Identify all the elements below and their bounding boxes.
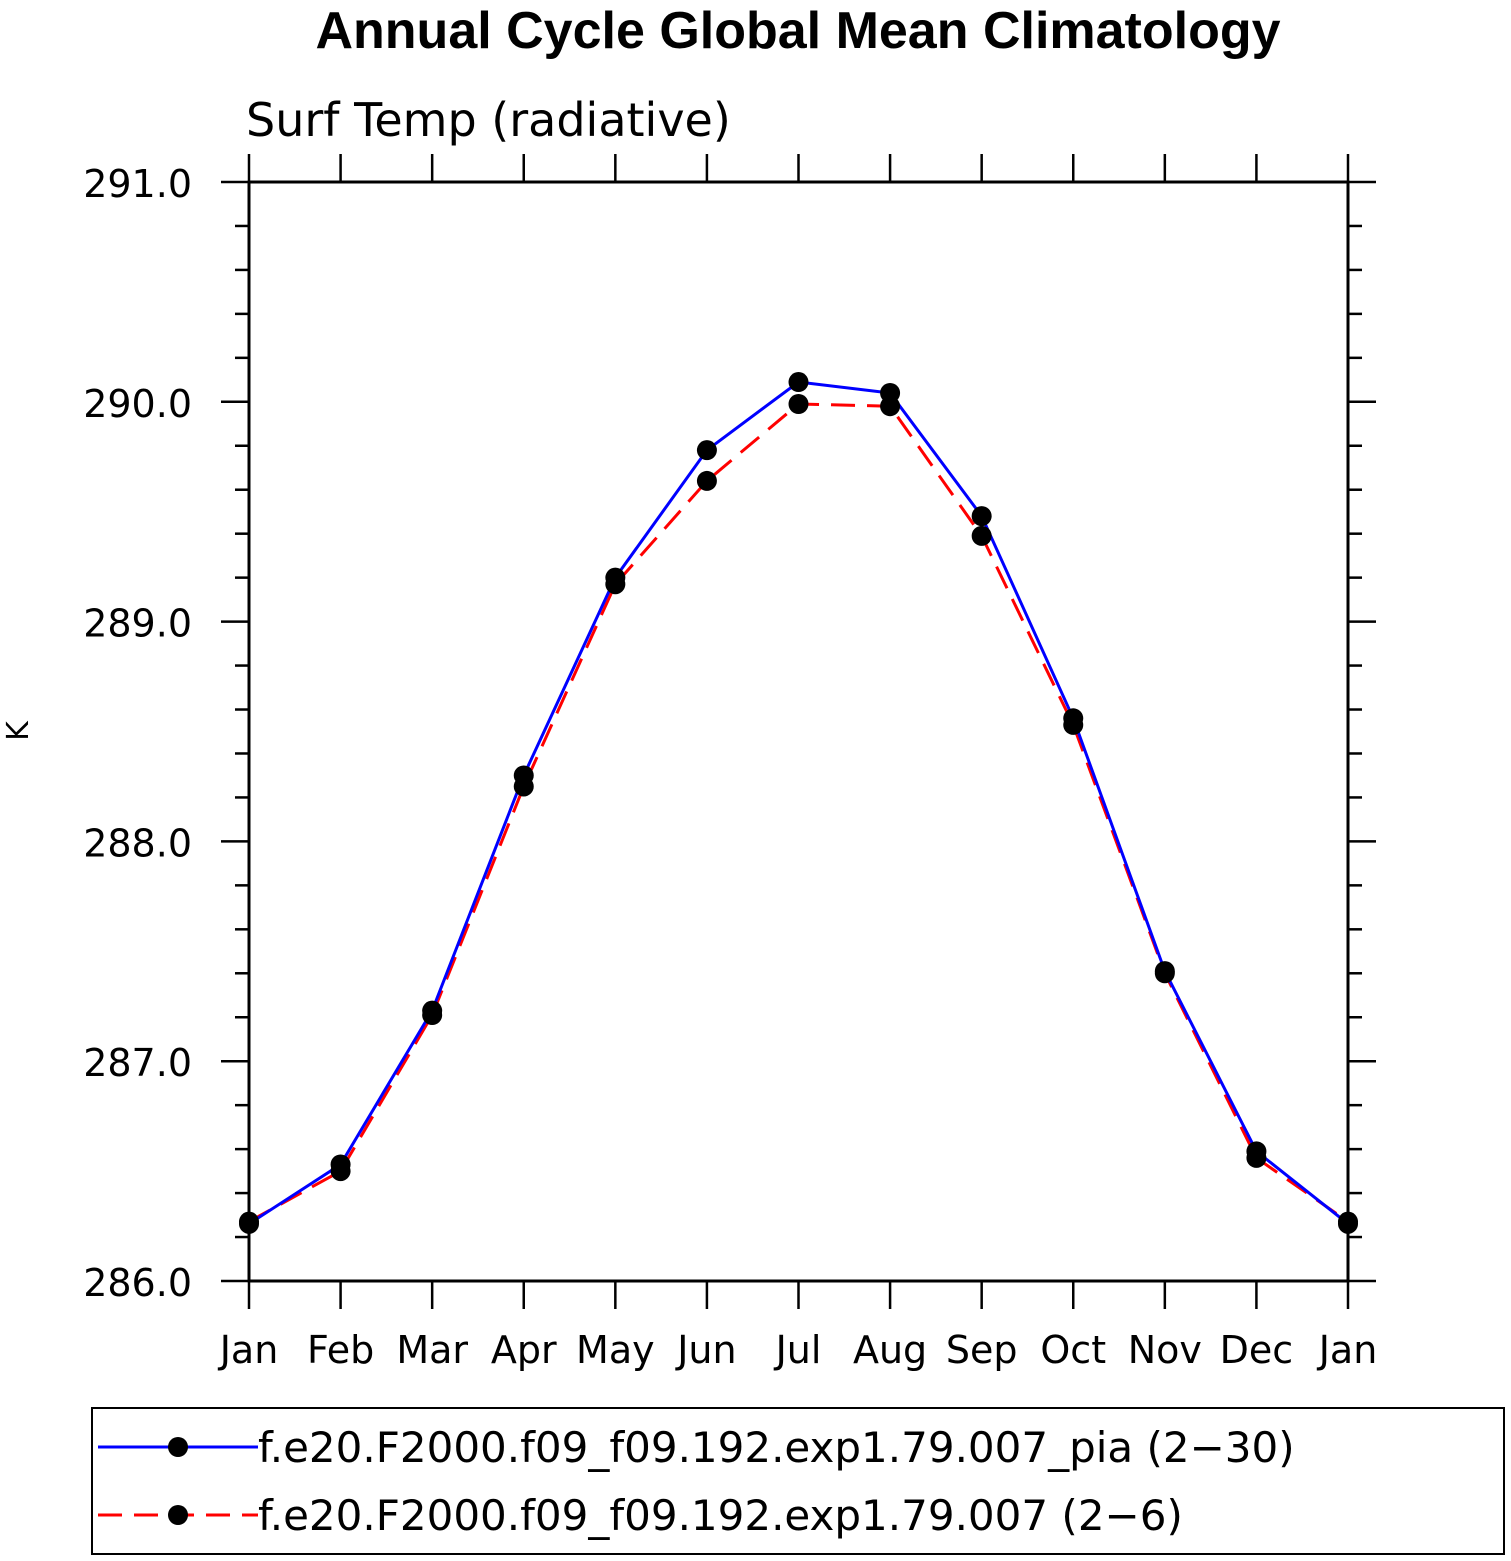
y-tick-label: 291.0 bbox=[83, 162, 192, 206]
series-1-point-8 bbox=[971, 525, 992, 546]
series-1-point-7 bbox=[880, 396, 901, 417]
series-0-point-5 bbox=[696, 440, 717, 461]
x-tick-label: Apr bbox=[491, 1328, 557, 1372]
x-tick-label: Dec bbox=[1220, 1328, 1294, 1372]
x-tick-label: Sep bbox=[946, 1328, 1018, 1372]
series-1-point-11 bbox=[1246, 1147, 1267, 1168]
series-1-point-6 bbox=[788, 393, 809, 414]
series-line-1 bbox=[248, 402, 1349, 1223]
series-1-point-1 bbox=[330, 1161, 351, 1182]
x-tick-label: Jan bbox=[1317, 1328, 1378, 1372]
series-1-point-5 bbox=[696, 470, 717, 491]
x-tick-label: Jul bbox=[774, 1328, 822, 1372]
series-layer bbox=[239, 372, 1358, 1234]
y-tick-label: 290.0 bbox=[83, 382, 192, 426]
series-1-point-10 bbox=[1154, 963, 1175, 984]
chart-title: Annual Cycle Global Mean Climatology bbox=[315, 2, 1280, 60]
series-1-point-0 bbox=[239, 1211, 259, 1232]
legend-label-1: f.e20.F2000.f09_f09.192.exp1.79.007 (2−6… bbox=[258, 1491, 1183, 1540]
series-1-point-9 bbox=[1063, 714, 1084, 735]
x-tick-label: May bbox=[576, 1328, 655, 1372]
x-tick-label: Oct bbox=[1040, 1328, 1106, 1372]
y-tick-label: 288.0 bbox=[83, 821, 192, 865]
x-tick-label: Jan bbox=[218, 1328, 279, 1372]
x-tick-label: Aug bbox=[853, 1328, 927, 1372]
series-1-point-3 bbox=[513, 776, 534, 797]
chart-subtitle: Surf Temp (radiative) bbox=[246, 93, 731, 147]
legend-box bbox=[91, 1407, 1505, 1555]
series-0-point-6 bbox=[788, 372, 809, 393]
y-tick-label: 289.0 bbox=[83, 602, 192, 646]
series-0-point-8 bbox=[971, 506, 992, 527]
legend-marker-0 bbox=[168, 1437, 188, 1457]
x-tick-label: Nov bbox=[1128, 1328, 1202, 1372]
x-tick-label: Mar bbox=[396, 1328, 468, 1372]
series-1-point-12 bbox=[1338, 1211, 1358, 1232]
plot-frame bbox=[247, 180, 1350, 1283]
x-axis: Jan Feb Mar Apr May Jun Jul Aug Sep Oct Nov Dec Jan bbox=[218, 154, 1378, 1372]
series-1-point-2 bbox=[422, 1005, 443, 1026]
series-1-point-4 bbox=[605, 574, 626, 595]
x-tick-label: Jun bbox=[675, 1328, 736, 1372]
y-axis: 286.0 287.0 288.0 289.0 290.0 291.0 bbox=[83, 162, 1376, 1305]
x-tick-label: Feb bbox=[307, 1328, 374, 1372]
legend-label-0: f.e20.F2000.f09_f09.192.exp1.79.007_pia … bbox=[258, 1423, 1295, 1472]
y-tick-label: 286.0 bbox=[83, 1261, 192, 1305]
series-line-0 bbox=[248, 380, 1349, 1226]
y-tick-label: 287.0 bbox=[83, 1041, 192, 1085]
legend-marker-1 bbox=[168, 1505, 188, 1525]
y-axis-label: K bbox=[1, 720, 36, 741]
legend: f.e20.F2000.f09_f09.192.exp1.79.007_pia … bbox=[91, 1407, 1505, 1555]
